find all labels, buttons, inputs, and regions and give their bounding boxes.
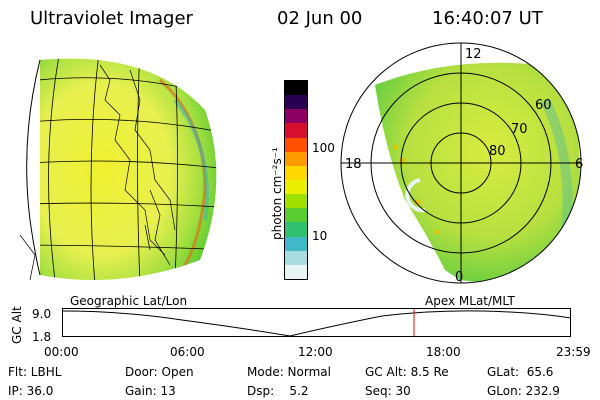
info-ip: IP: 36.0 xyxy=(8,384,54,398)
instrument-title: Ultraviolet Imager xyxy=(30,8,193,29)
info-flt: Flt: LBHL xyxy=(8,365,62,379)
info-gc-alt: GC Alt: 8.5 Re xyxy=(365,365,449,379)
polar-emission-region xyxy=(375,62,581,283)
lat-label-70: 70 xyxy=(511,122,528,137)
observation-time: 16:40:07 UT xyxy=(432,8,543,29)
coastlines xyxy=(19,64,176,281)
colorbar-segment xyxy=(285,236,307,251)
mlt-label-0: 0 xyxy=(455,270,463,285)
info-seq: Seq: 30 xyxy=(365,384,411,398)
colorbar-unit-label: photon cm⁻²s⁻¹ xyxy=(270,147,284,240)
y-tick-1-8: 1.8 xyxy=(32,330,52,344)
colorbar-segment xyxy=(285,264,307,279)
lat-label-80: 80 xyxy=(489,144,506,159)
colorbar-segment xyxy=(285,123,307,138)
colorbar-tick-100: 100 xyxy=(312,141,335,155)
colorbar-segment xyxy=(285,95,307,110)
mlt-label-6: 6 xyxy=(575,157,583,172)
gc-alt-axis-title: GC Alt xyxy=(10,306,24,344)
colorbar-segment xyxy=(285,165,307,180)
mlt-label-18: 18 xyxy=(345,157,362,172)
colorbar-segment xyxy=(285,137,307,152)
x-tick-18: 18:00 xyxy=(426,345,461,359)
x-tick-2359: 23:59 xyxy=(556,345,591,359)
colorbar-segment xyxy=(285,151,307,166)
info-glat: GLat: 65.6 xyxy=(487,365,554,379)
mlt-label-12: 12 xyxy=(465,47,482,62)
info-glon: GLon: 232.9 xyxy=(487,384,560,398)
apex-label: Apex MLat/MLT xyxy=(425,294,515,308)
colorbar xyxy=(284,80,308,280)
colorbar-segment xyxy=(285,179,307,195)
altitude-curve xyxy=(61,310,572,337)
geographic-projection-image xyxy=(19,58,217,281)
altitude-strip-plot xyxy=(61,308,572,337)
colorbar-segment xyxy=(285,222,307,237)
info-mode: Mode: Normal xyxy=(247,365,331,379)
lat-label-60: 60 xyxy=(535,98,552,113)
x-tick-12: 12:00 xyxy=(298,345,333,359)
colorbar-segment xyxy=(285,81,307,96)
colorbar-tick-10: 10 xyxy=(312,229,328,243)
observation-date: 02 Jun 00 xyxy=(277,8,363,29)
info-dsp: Dsp: 5.2 xyxy=(247,384,309,398)
colorbar-segment xyxy=(285,194,307,209)
y-tick-9: 9.0 xyxy=(32,307,52,321)
x-tick-06: 06:00 xyxy=(170,345,205,359)
colorbar-segment xyxy=(285,109,307,124)
colorbar-segment xyxy=(285,250,307,265)
geographic-label: Geographic Lat/Lon xyxy=(70,294,188,308)
info-gain: Gain: 13 xyxy=(125,384,176,398)
info-door: Door: Open xyxy=(125,365,194,379)
x-tick-00: 00:00 xyxy=(44,345,79,359)
polar-plot: 12 18 6 0 60 70 80 xyxy=(340,42,583,285)
colorbar-segment xyxy=(285,208,307,223)
